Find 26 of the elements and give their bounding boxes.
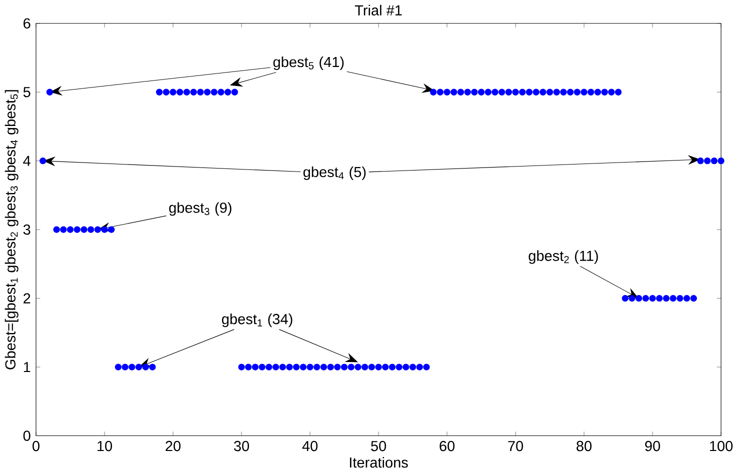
x-tick-label: 30 — [234, 441, 250, 452]
x-tick-label: 90 — [645, 441, 660, 452]
x-tick-label: 10 — [98, 441, 112, 452]
x-tick-label: 100 — [710, 441, 733, 452]
y-tick-label: 0 — [23, 430, 30, 442]
x-tick-label: 40 — [302, 441, 318, 452]
annotation: gbest$_{3}$ (9) — [169, 202, 232, 216]
annotation: gbest$_{4}$ (5) — [303, 166, 366, 180]
y-tick-label: 4 — [23, 156, 30, 166]
x-tick-label: 60 — [440, 441, 455, 452]
y-tick-label: 5 — [23, 87, 30, 98]
chart-title: Trial #1 — [354, 5, 402, 16]
y-tick-label: 2 — [24, 293, 30, 304]
y-tick-label: 6 — [24, 18, 30, 29]
annotation: gbest$_{5}$ (41) — [273, 56, 344, 70]
annotation: gbest$_{2}$ (11) — [528, 250, 598, 264]
y-tick-label: 1 — [24, 362, 30, 372]
x-tick-label: 50 — [371, 441, 386, 452]
x-tick-label: 0 — [32, 441, 40, 452]
text: Gbest=[gbest$_{1}$ gbest$_{2}$ gbest$_{3}$ gbest$_{4}$ gbest$_{5}$] — [4, 90, 18, 370]
x-axis-title: Iterations — [350, 457, 408, 468]
annotation: gbest$_{1}$ (34) — [222, 314, 292, 328]
x-tick-label: 20 — [166, 441, 181, 452]
x-tick-label: 80 — [576, 441, 592, 452]
y-tick-label: 3 — [23, 224, 30, 235]
x-tick-label: 70 — [508, 441, 524, 452]
